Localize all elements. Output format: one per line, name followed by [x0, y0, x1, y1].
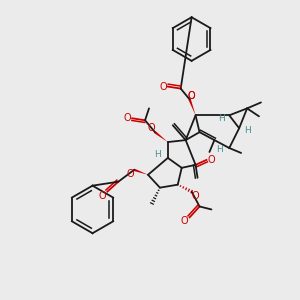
- Text: H: H: [154, 151, 161, 160]
- Text: O: O: [99, 190, 106, 201]
- Text: O: O: [181, 216, 188, 226]
- Polygon shape: [134, 169, 148, 175]
- Text: O: O: [188, 91, 195, 100]
- Text: O: O: [147, 123, 155, 133]
- Text: H: H: [216, 145, 223, 154]
- Text: H: H: [218, 114, 225, 123]
- Text: O: O: [123, 113, 131, 123]
- Text: O: O: [192, 190, 200, 201]
- Text: H: H: [244, 126, 250, 135]
- Text: O: O: [126, 169, 134, 179]
- Polygon shape: [188, 99, 196, 115]
- Text: O: O: [159, 82, 167, 92]
- Text: O: O: [188, 91, 195, 100]
- Polygon shape: [154, 131, 168, 142]
- Text: O: O: [208, 155, 215, 165]
